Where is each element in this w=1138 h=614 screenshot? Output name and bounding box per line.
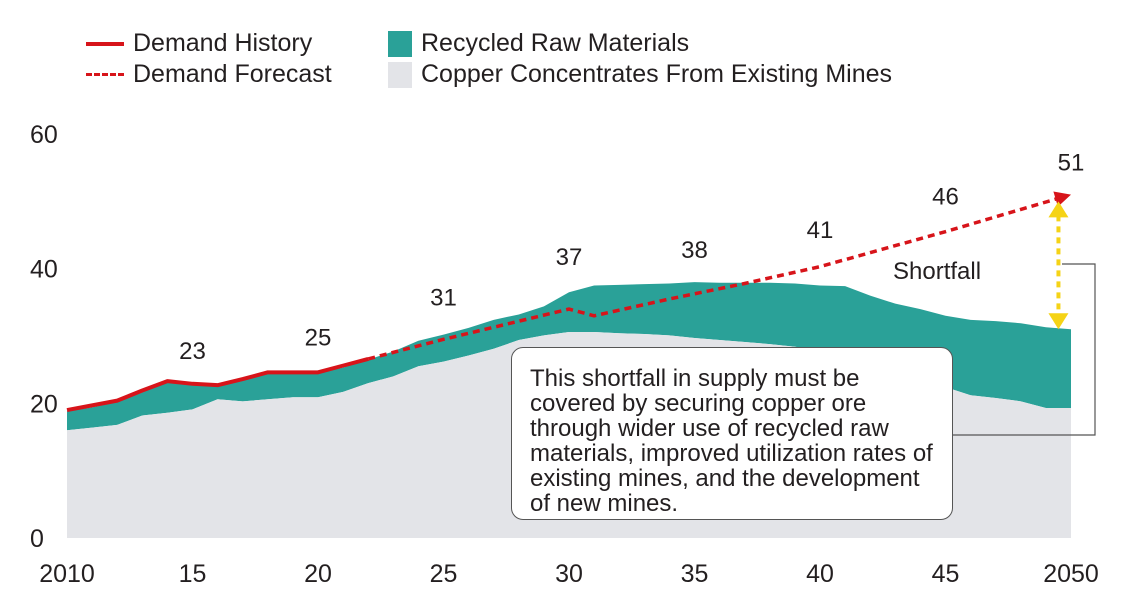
shortfall-bracket-line — [953, 263, 1096, 436]
legend-item-concentrates: Copper Concentrates From Existing Mines — [388, 59, 892, 90]
legend-label-demand-history: Demand History — [133, 29, 313, 57]
shortfall-label: Shortfall — [893, 258, 982, 285]
y-tick-label: 60 — [30, 121, 58, 149]
x-tick-label: 25 — [430, 560, 458, 588]
data-label: 38 — [681, 237, 708, 264]
x-tick-label: 40 — [806, 560, 834, 588]
data-labels: 23 25 31 37 38 41 46 51 — [179, 150, 1084, 366]
data-label: 23 — [179, 338, 206, 365]
x-tick-label: 45 — [932, 560, 960, 588]
x-tick-label: 2010 — [39, 560, 95, 588]
x-tick-label: 15 — [179, 560, 207, 588]
data-label: 41 — [807, 217, 834, 244]
data-label: 37 — [556, 244, 583, 271]
legend-item-demand-history: Demand History — [86, 28, 332, 59]
shortfall-arrow-head-top — [1048, 201, 1069, 218]
legend-item-demand-forecast: Demand Forecast — [86, 59, 332, 90]
y-tick-label: 20 — [30, 390, 58, 418]
concentrates-swatch — [388, 61, 412, 88]
demand-forecast-swatch — [86, 73, 124, 76]
y-axis-labels: 0 20 40 60 — [30, 121, 58, 553]
legend-label-demand-forecast: Demand Forecast — [133, 60, 332, 88]
shortfall-note: This shortfall in supply must be covered… — [511, 347, 953, 520]
x-tick-label: 20 — [304, 560, 332, 588]
demand-forecast-line — [367, 196, 1060, 361]
x-tick-label: 2050 — [1043, 560, 1099, 588]
shortfall-arrow-head-bottom — [1048, 313, 1069, 330]
shortfall-bracket — [953, 263, 1096, 436]
legend-left: Demand History Demand Forecast — [86, 28, 332, 90]
y-tick-label: 0 — [30, 525, 44, 553]
data-label: 25 — [305, 325, 332, 352]
recycled-swatch — [388, 30, 412, 57]
legend-right: Recycled Raw Materials Copper Concentrat… — [388, 28, 892, 90]
demand-forecast-arrowhead — [1053, 191, 1071, 207]
x-tick-label: 30 — [555, 560, 583, 588]
x-tick-label: 35 — [681, 560, 709, 588]
y-tick-label: 40 — [30, 256, 58, 284]
recycled-area — [67, 282, 1071, 431]
data-label: 51 — [1058, 150, 1085, 177]
legend-item-recycled: Recycled Raw Materials — [388, 28, 892, 59]
legend-label-concentrates: Copper Concentrates From Existing Mines — [421, 60, 893, 88]
demand-history-line — [66, 356, 369, 413]
data-label: 46 — [932, 183, 959, 210]
shortfall-arrow — [1048, 201, 1069, 330]
data-label: 31 — [430, 284, 457, 311]
legend-label-recycled: Recycled Raw Materials — [421, 29, 690, 57]
demand-history-swatch — [86, 41, 124, 46]
x-axis-labels: 2010 15 20 25 30 35 40 45 2050 — [39, 560, 1099, 588]
